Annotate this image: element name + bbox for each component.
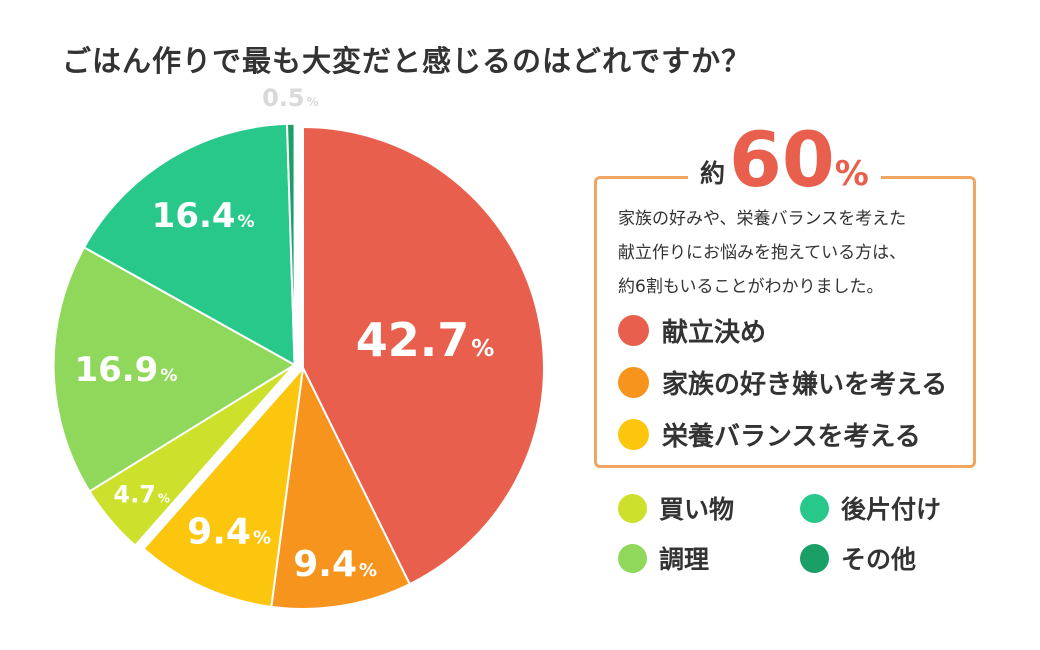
pie-slices xyxy=(52,122,545,610)
legend-item-shopping: 買い物 xyxy=(618,490,734,526)
description-line: 家族の好みや、栄養バランスを考えた xyxy=(618,209,907,229)
legend-swatch xyxy=(618,493,647,523)
data-label-unit: % xyxy=(160,366,177,386)
legend-label: 調理 xyxy=(659,545,710,574)
pie-data-label: 42.7% xyxy=(356,313,495,367)
legend-label: 買い物 xyxy=(659,495,735,524)
data-label-unit: % xyxy=(359,560,377,581)
legend-label: 後片付け xyxy=(841,495,942,524)
pie-data-label: 16.4% xyxy=(152,196,255,236)
description-line: 献立作りにお悩みを抱えている方は、 xyxy=(618,243,907,263)
pie-slice xyxy=(83,122,296,366)
data-label-unit: % xyxy=(471,336,494,362)
data-label-value: 4.7 xyxy=(113,480,156,508)
highlight-headline: 約 60 % xyxy=(688,106,881,198)
pie-slice xyxy=(142,367,304,608)
data-label-value: 9.4 xyxy=(293,544,357,585)
legend-item-other: その他 xyxy=(800,540,916,576)
pie-slice xyxy=(302,126,545,586)
pie-slice xyxy=(286,122,296,366)
pie-data-label: 9.4% xyxy=(293,544,377,585)
pie-data-labels: 42.7%9.4 %9.4 %4.7 %16.9 %16.4 %0.5% xyxy=(74,84,494,585)
legend-label: 献立決め xyxy=(662,318,767,348)
legend-item-cleanup: 後片付け xyxy=(800,490,941,526)
legend-item-cooking: 調理 xyxy=(618,540,709,576)
highlight-description: 家族の好みや、栄養バランスを考えた 献立作りにお悩みを抱えている方は、 約6割も… xyxy=(618,202,968,304)
legend-label: 栄養バランスを考える xyxy=(662,422,921,452)
data-label-value: 16.4 xyxy=(152,196,236,236)
data-label-unit: % xyxy=(158,491,170,505)
legend-swatch xyxy=(618,315,649,346)
data-label-value: 9.4 xyxy=(187,511,251,552)
legend-swatch xyxy=(800,543,829,573)
data-label-value: 16.9 xyxy=(74,350,158,390)
data-label-unit: % xyxy=(253,527,271,548)
legend-item-family-preferences: 家族の好き嫌いを考える xyxy=(618,364,947,401)
pie-data-label: 9.4% xyxy=(187,511,271,552)
legend-swatch xyxy=(618,543,647,573)
pie-data-label: 4.7% xyxy=(113,480,170,508)
data-label-unit: % xyxy=(238,212,255,232)
legend-item-nutrition-balance: 栄養バランスを考える xyxy=(618,416,921,453)
data-label-unit: % xyxy=(307,95,319,109)
chart-title: ごはん作りで最も大変だと感じるのはどれですか？ xyxy=(62,44,752,78)
pie-slice xyxy=(52,246,296,493)
data-label-value: 42.7 xyxy=(356,313,470,367)
highlight-unit: % xyxy=(834,154,869,194)
description-line: 約6割もいることがわかりました。 xyxy=(618,277,884,297)
legend-label: その他 xyxy=(841,545,917,574)
pie-data-label: 0.5% xyxy=(262,84,319,112)
legend-swatch xyxy=(800,493,829,523)
highlight-value: 60 xyxy=(729,115,835,204)
highlight-prefix: 約 xyxy=(700,159,726,188)
legend-swatch xyxy=(618,419,649,450)
legend-item-menu-planning: 献立決め xyxy=(618,312,766,349)
pie-slice xyxy=(270,367,411,610)
legend-swatch xyxy=(618,367,649,398)
legend-label: 家族の好き嫌いを考える xyxy=(662,370,948,400)
pie-data-label: 16.9% xyxy=(74,350,177,390)
data-label-value: 0.5 xyxy=(262,84,305,112)
